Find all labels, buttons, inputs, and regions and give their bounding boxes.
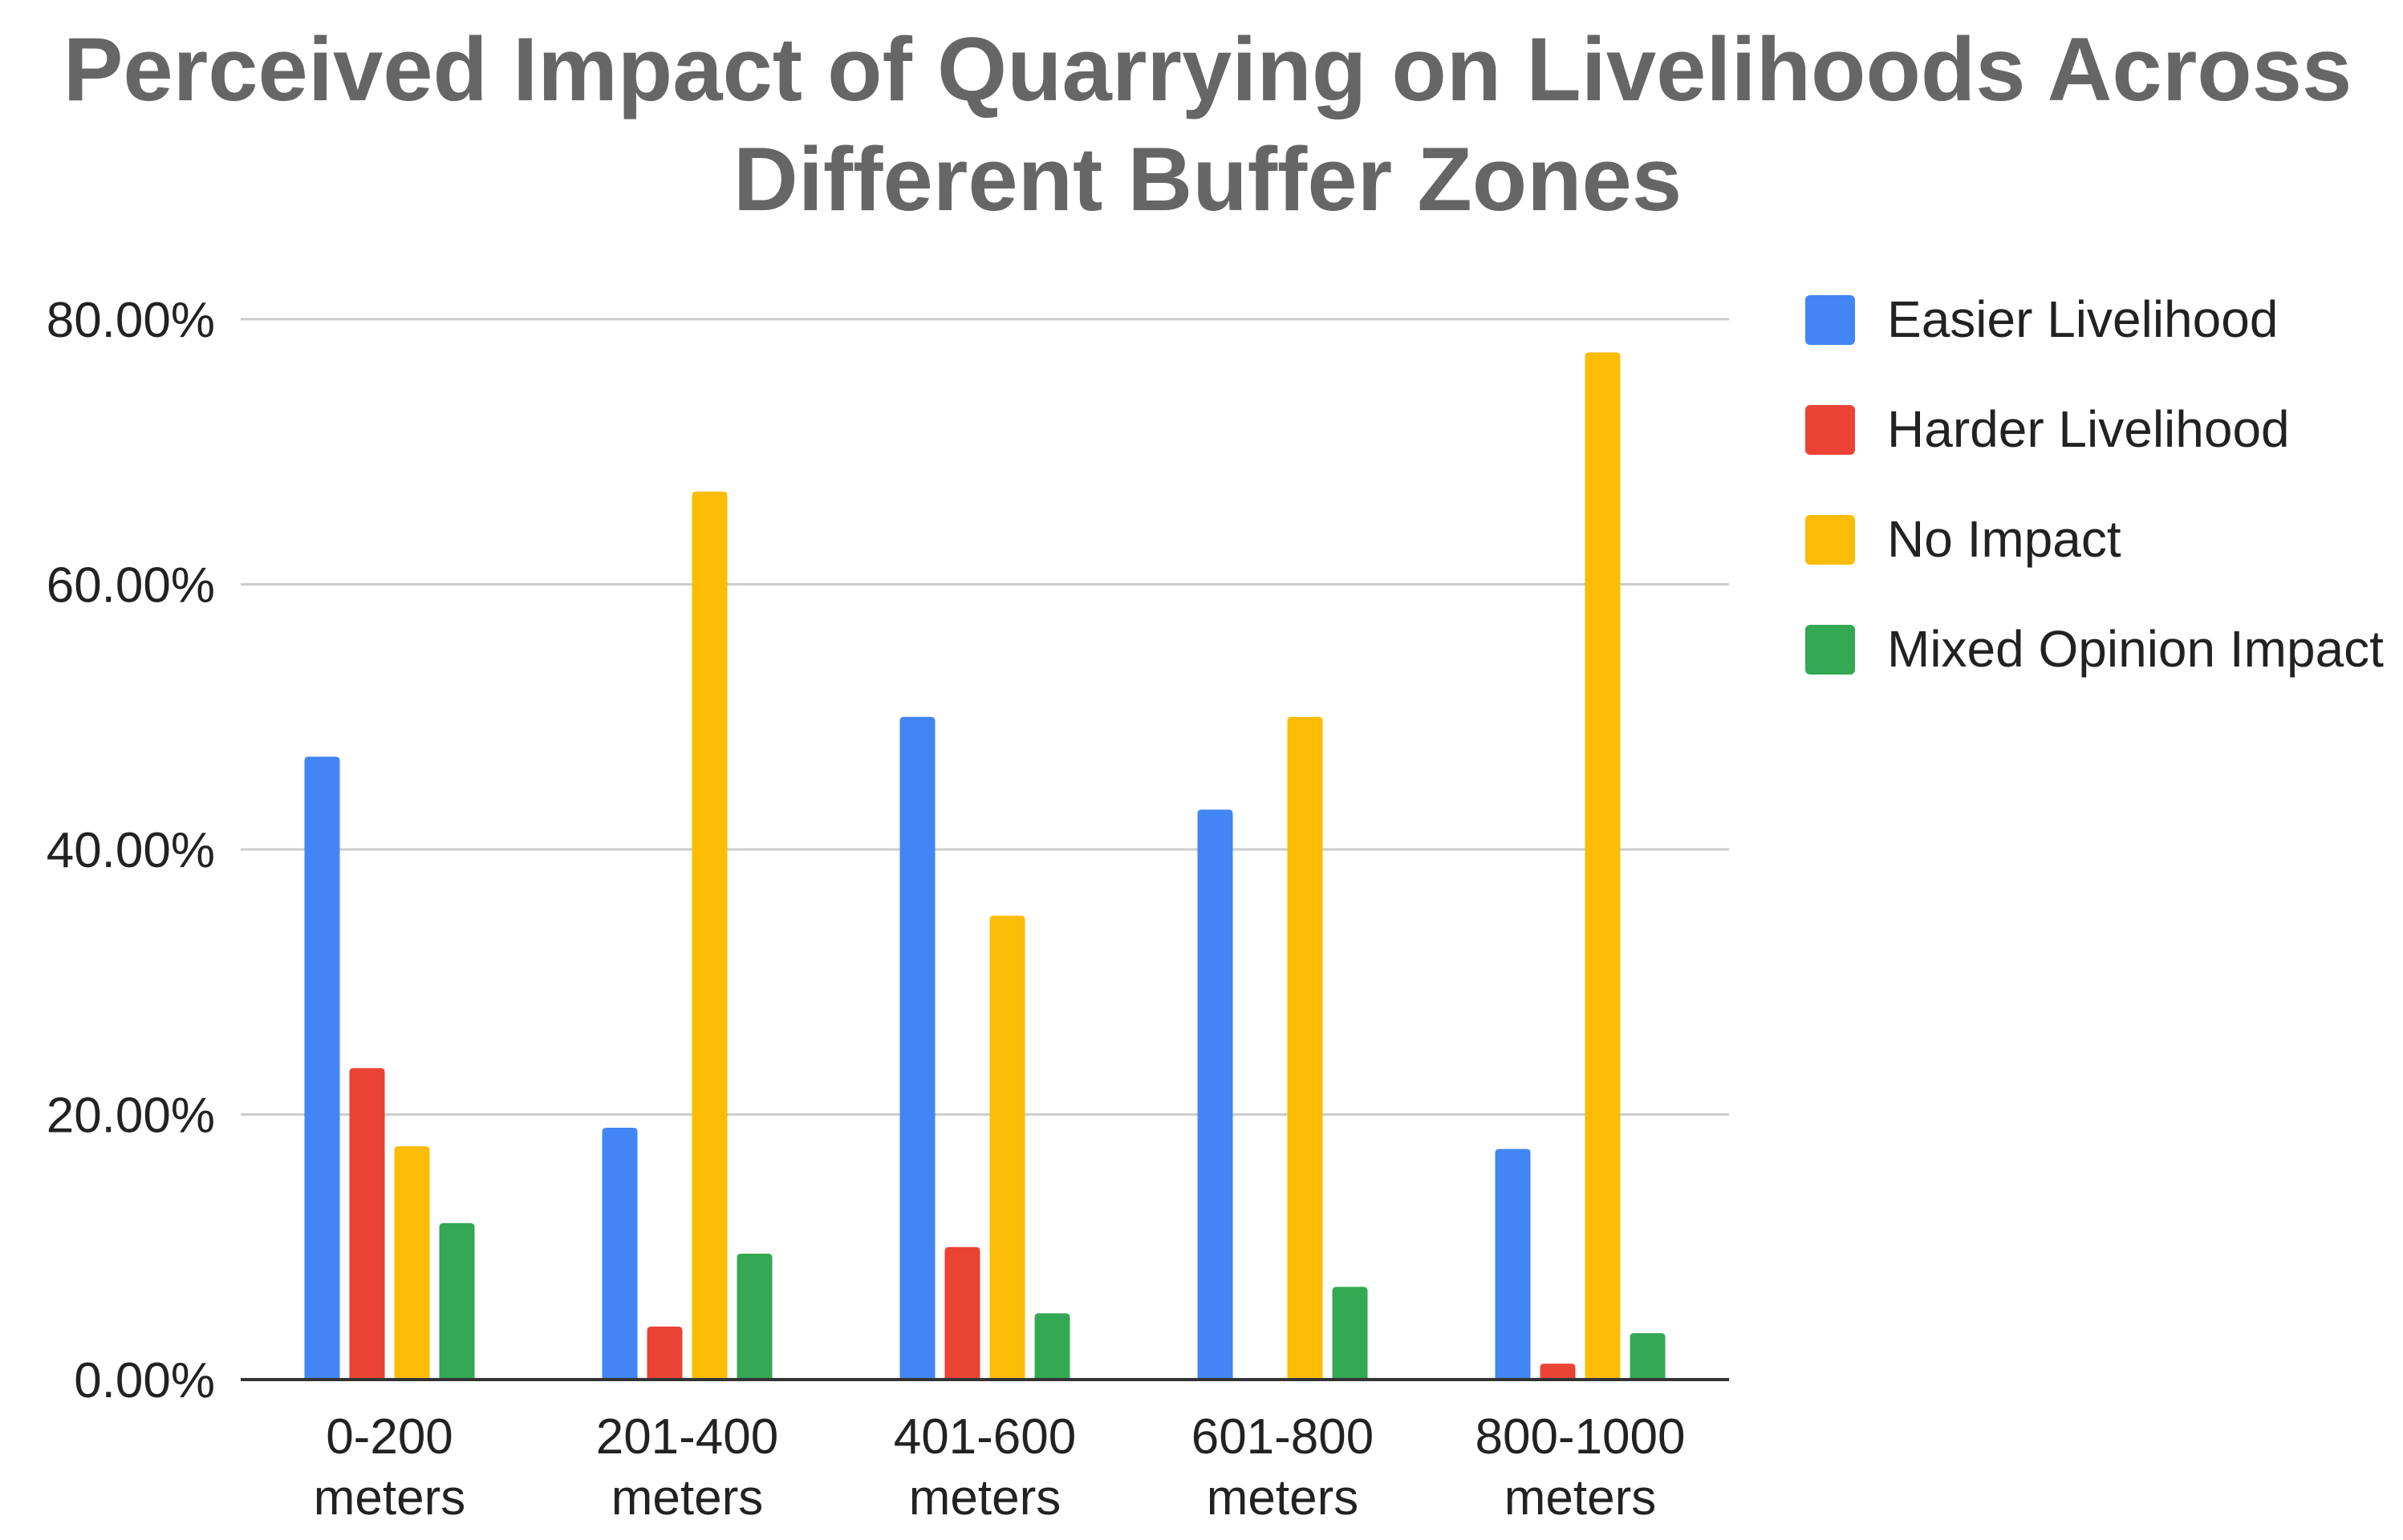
x-tick-label: meters bbox=[1504, 1470, 1656, 1526]
bar bbox=[1197, 809, 1233, 1380]
chart-title-line-2: Different Buffer Zones bbox=[733, 129, 1682, 229]
legend-swatch bbox=[1805, 295, 1855, 345]
legend-label: Mixed Opinion Impact bbox=[1887, 620, 2384, 678]
legend-label: No Impact bbox=[1887, 510, 2121, 568]
x-tick-label: 0-200 bbox=[326, 1409, 453, 1465]
bar bbox=[1630, 1333, 1666, 1380]
legend-label: Harder Livelihood bbox=[1887, 400, 2290, 458]
x-axis: 0-200meters201-400meters401-600meters601… bbox=[241, 1378, 1729, 1526]
y-tick-label: 20.00% bbox=[47, 1088, 215, 1144]
x-tick-label: 401-600 bbox=[894, 1409, 1077, 1465]
y-tick-label: 0.00% bbox=[74, 1353, 215, 1408]
x-tick-label: meters bbox=[611, 1470, 763, 1526]
chart-title: Perceived Impact of Quarrying on Livelih… bbox=[63, 19, 2352, 229]
bar bbox=[349, 1068, 385, 1380]
x-tick-label: 800-1000 bbox=[1475, 1409, 1685, 1465]
legend-swatch bbox=[1805, 405, 1855, 455]
bar bbox=[439, 1223, 475, 1380]
bar bbox=[1332, 1287, 1368, 1380]
x-tick-label: 601-800 bbox=[1191, 1409, 1374, 1465]
legend-swatch bbox=[1805, 625, 1855, 675]
bar bbox=[647, 1326, 683, 1380]
legend-label: Easier Livelihood bbox=[1887, 290, 2278, 348]
gridlines bbox=[241, 318, 1729, 1116]
bar bbox=[737, 1254, 773, 1380]
bar bbox=[1287, 716, 1323, 1380]
y-tick-label: 80.00% bbox=[47, 293, 215, 348]
bar bbox=[602, 1128, 638, 1380]
x-tick-label: meters bbox=[1207, 1470, 1358, 1526]
bar bbox=[692, 491, 728, 1380]
y-tick-label: 40.00% bbox=[47, 823, 215, 878]
bar bbox=[1495, 1149, 1531, 1380]
bars bbox=[304, 352, 1666, 1380]
bar bbox=[989, 915, 1025, 1380]
bar bbox=[944, 1246, 980, 1380]
bar bbox=[1540, 1364, 1576, 1380]
bar bbox=[1585, 352, 1621, 1380]
bar bbox=[1034, 1313, 1070, 1380]
x-tick-label: 201-400 bbox=[596, 1409, 779, 1465]
chart-title-line-1: Perceived Impact of Quarrying on Livelih… bbox=[63, 19, 2352, 120]
y-tick-label: 60.00% bbox=[47, 558, 215, 614]
x-tick-label: meters bbox=[909, 1470, 1061, 1526]
bar bbox=[394, 1146, 430, 1380]
legend: Easier Livelihood Harder Livelihood No Imp… bbox=[1805, 290, 2384, 678]
legend-swatch bbox=[1805, 515, 1855, 565]
bar bbox=[304, 756, 340, 1380]
x-tick-label: meters bbox=[314, 1470, 465, 1526]
bar bbox=[899, 716, 936, 1380]
y-axis-ticks: 0.00% 20.00% 40.00% 60.00% 80.00% bbox=[47, 293, 215, 1408]
